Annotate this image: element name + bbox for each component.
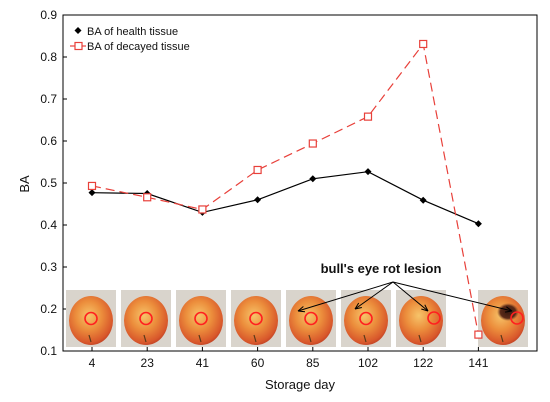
measurement-circle xyxy=(139,311,153,326)
y-axis: 0.1 0.2 0.3 0.4 0.5 0.6 0.7 0.8 0.9 xyxy=(40,8,67,358)
data-point-decayed xyxy=(308,139,317,148)
data-point-health xyxy=(419,196,427,204)
x-tick-label: 141 xyxy=(468,356,488,370)
data-point-health xyxy=(88,189,96,197)
measurement-circle xyxy=(194,311,208,326)
x-axis: 4 23 41 60 85 102 122 141 xyxy=(89,347,489,370)
legend-marker-diamond xyxy=(74,27,82,34)
annotation-arrowhead xyxy=(354,302,362,310)
legend-label-health: BA of health tissue xyxy=(87,26,178,38)
measurement-circle xyxy=(249,311,263,326)
measurement-circle xyxy=(359,311,373,326)
y-tick-label: 0.7 xyxy=(40,92,57,106)
apple-photo xyxy=(478,290,528,347)
data-point-decayed xyxy=(419,39,428,49)
measurement-circle xyxy=(84,311,98,326)
apple-photo xyxy=(176,290,226,347)
y-tick-label: 0.4 xyxy=(40,218,57,232)
x-tick-label: 85 xyxy=(306,356,320,370)
apple-shape xyxy=(344,296,388,345)
measurement-circle xyxy=(427,311,441,325)
data-point-decayed xyxy=(143,193,152,202)
annotation-arrow xyxy=(297,281,394,312)
measurement-circle xyxy=(304,311,318,326)
legend-item-decayed: BA of decayed tissue xyxy=(70,41,190,53)
annotation-arrowhead xyxy=(421,304,429,312)
apple-photo-strip xyxy=(66,290,528,347)
apple-stem xyxy=(143,334,147,343)
data-point-decayed xyxy=(87,181,97,191)
apple-shape xyxy=(69,296,113,345)
apple-stem xyxy=(88,334,92,343)
data-point-health xyxy=(254,196,262,204)
apple-stem xyxy=(500,334,504,343)
annotation-arrow xyxy=(354,281,394,310)
apple-shape xyxy=(124,296,168,345)
data-point-decayed xyxy=(474,330,483,339)
apple-photo xyxy=(121,290,171,347)
data-point-decayed xyxy=(363,112,373,121)
legend-item-health: BA of health tissue xyxy=(74,26,178,38)
x-tick-label: 23 xyxy=(141,356,155,370)
apple-photo xyxy=(341,290,391,347)
series-line-health xyxy=(91,171,479,225)
y-tick-label: 0.9 xyxy=(40,8,57,22)
legend-label-decayed: BA of decayed tissue xyxy=(87,41,190,53)
y-axis-title: BA xyxy=(17,175,32,193)
annotation-arrow xyxy=(392,281,513,312)
data-point-health xyxy=(474,220,482,228)
series-line-decayed xyxy=(91,42,479,335)
data-point-health xyxy=(309,175,317,183)
x-tick-label: 122 xyxy=(413,356,433,370)
apple-stem xyxy=(253,334,257,343)
annotation-arrowhead xyxy=(505,306,513,313)
apple-shape xyxy=(234,296,278,345)
apple-photo xyxy=(66,290,116,347)
apple-shape xyxy=(289,296,333,345)
apple-stem xyxy=(418,334,422,343)
annotation-arrow xyxy=(392,281,429,312)
data-point-health xyxy=(364,168,372,176)
apple-shape xyxy=(179,296,223,345)
x-axis-title: Storage day xyxy=(265,377,336,392)
y-tick-label: 0.3 xyxy=(40,260,57,274)
apple-photo xyxy=(396,290,446,347)
apple-photo xyxy=(286,290,336,347)
annotation-label: bull's eye rot lesion xyxy=(321,261,442,276)
x-tick-label: 41 xyxy=(196,356,210,370)
x-tick-label: 60 xyxy=(251,356,265,370)
annotation-arrows xyxy=(297,281,513,313)
data-point-decayed xyxy=(198,205,207,214)
y-tick-label: 0.5 xyxy=(40,176,57,190)
y-tick-label: 0.6 xyxy=(40,134,57,148)
apple-photo xyxy=(231,290,281,347)
y-tick-label: 0.2 xyxy=(40,302,57,316)
measurement-circle xyxy=(510,311,524,325)
legend-marker-square xyxy=(74,41,83,51)
x-tick-label: 4 xyxy=(89,356,96,370)
apple-shape xyxy=(481,296,525,345)
apple-shape xyxy=(399,296,443,345)
apple-stem xyxy=(308,334,312,343)
apple-stem xyxy=(198,334,202,343)
data-point-decayed xyxy=(253,165,262,175)
y-tick-label: 0.8 xyxy=(40,50,57,64)
legend: BA of health tissue BA of decayed tissue xyxy=(70,26,190,53)
x-tick-label: 102 xyxy=(358,356,378,370)
apple-stem xyxy=(363,334,367,343)
annotation-arrowhead xyxy=(297,306,306,313)
series-layer xyxy=(87,39,483,339)
y-tick-label: 0.1 xyxy=(40,344,57,358)
